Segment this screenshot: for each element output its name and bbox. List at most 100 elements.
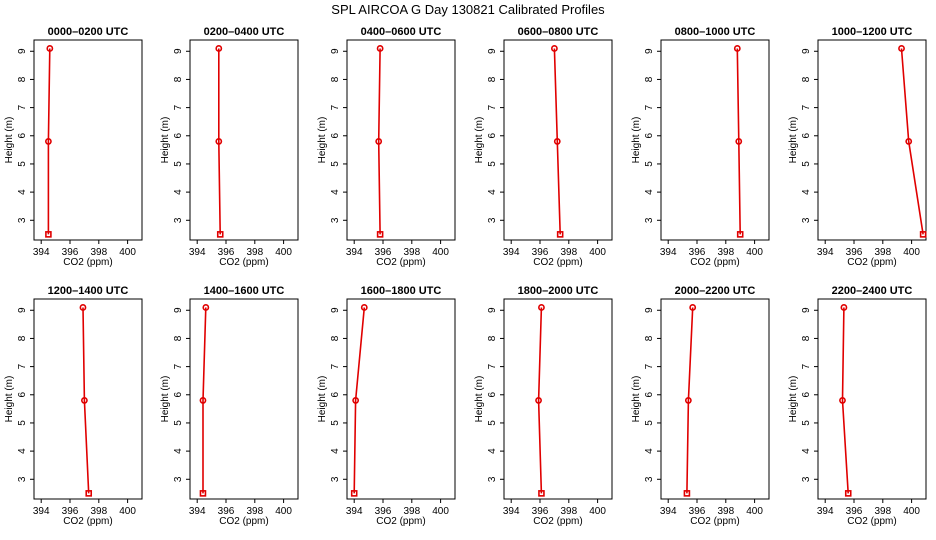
y-tick-label: 3: [330, 217, 341, 223]
plot-frame: [660, 39, 770, 241]
data-point-marker: [839, 397, 846, 404]
y-tick-label: 6: [173, 392, 184, 398]
profile-panel: 1600–1800 UTC 394 396 398 400 3 4 5 6 7 8 9 CO2 (ppm…: [317, 285, 456, 527]
x-tick-label: 400: [746, 247, 763, 258]
y-tick-label: 5: [173, 420, 184, 426]
x-tick-label: 398: [90, 506, 107, 517]
data-point-marker: [551, 45, 558, 52]
data-point-marker: [553, 138, 561, 145]
panel-title: 0600–0800 UTC: [518, 26, 599, 38]
y-tick-label: 8: [644, 76, 655, 82]
x-tick-label: 396: [62, 506, 79, 517]
x-axis-label: CO2 (ppm): [219, 516, 268, 527]
x-tick-label: 396: [532, 506, 549, 517]
x-tick-label: 400: [275, 506, 292, 517]
x-tick-label: 396: [375, 506, 392, 517]
y-tick-label: 7: [173, 363, 184, 369]
x-axis-label: CO2 (ppm): [847, 257, 896, 268]
profile-line: [47, 48, 51, 235]
y-tick-label: 4: [487, 448, 498, 454]
plot-frame: [189, 298, 299, 500]
y-tick-label: 3: [173, 476, 184, 482]
y-tick-label: 6: [801, 392, 812, 398]
profile-panel: 0400–0600 UTC 394 396 398 400 3 4 5 6 7 8 9 CO2 (ppm…: [317, 26, 456, 268]
y-tick-label: 3: [644, 476, 655, 482]
profile-line: [736, 48, 741, 235]
data-point-marker: [844, 490, 852, 497]
y-tick-label: 8: [17, 76, 28, 82]
y-tick-label: 6: [487, 392, 498, 398]
data-point-marker: [81, 397, 88, 404]
y-tick-label: 8: [487, 76, 498, 82]
profile-line: [686, 307, 694, 494]
profile-panel: 0600–0800 UTC 394 396 398 400 3 4 5 6 7 8 9 CO2 (ppm…: [474, 26, 613, 268]
plot-frame: [33, 39, 143, 241]
x-tick-label: 394: [33, 247, 50, 258]
x-tick-label: 398: [403, 247, 420, 258]
data-point-marker: [199, 397, 207, 404]
x-axis-label: CO2 (ppm): [376, 257, 425, 268]
y-axis-label: Height (m): [474, 376, 485, 423]
data-point-marker: [45, 231, 52, 238]
y-tick-label: 4: [801, 189, 812, 195]
data-point-marker: [538, 490, 545, 497]
y-tick-label: 9: [644, 307, 655, 313]
profile-panel: 0200–0400 UTC 394 396 398 400 3 4 5 6 7 8 9 CO2 (ppm…: [160, 26, 299, 268]
y-tick-label: 5: [801, 420, 812, 426]
x-tick-label: 396: [689, 247, 706, 258]
profile-panel: 1800–2000 UTC 394 396 398 400 3 4 5 6 7 8 9 CO2 (ppm…: [474, 285, 613, 527]
y-tick-label: 3: [801, 217, 812, 223]
y-tick-label: 3: [173, 217, 184, 223]
y-tick-label: 7: [330, 363, 341, 369]
y-tick-label: 9: [17, 48, 28, 54]
y-tick-label: 8: [173, 76, 184, 82]
data-point-marker: [538, 304, 545, 311]
data-point-marker: [375, 138, 383, 145]
profile-panel: 1000–1200 UTC 394 396 398 400 3 4 5 6 7 8 9 CO2 (ppm…: [788, 26, 927, 268]
data-point-marker: [376, 231, 384, 238]
y-axis-label: Height (m): [317, 376, 328, 423]
y-axis-label: Height (m): [631, 376, 642, 423]
x-tick-label: 398: [246, 506, 263, 517]
profile-panel: 1400–1600 UTC 394 396 398 400 3 4 5 6 7 8 9 CO2 (ppm…: [160, 285, 299, 527]
plot-frame: [189, 39, 299, 241]
plot-frame: [503, 39, 613, 241]
x-tick-label: 398: [560, 247, 577, 258]
y-tick-label: 6: [173, 133, 184, 139]
y-tick-label: 8: [801, 76, 812, 82]
y-tick-label: 7: [801, 363, 812, 369]
plot-frame: [503, 298, 613, 500]
data-point-marker: [350, 490, 358, 497]
y-tick-label: 7: [17, 363, 28, 369]
x-axis-label: CO2 (ppm): [533, 516, 582, 527]
data-point-marker: [684, 397, 692, 404]
y-tick-label: 4: [801, 448, 812, 454]
y-axis-label: Height (m): [4, 117, 15, 164]
y-tick-label: 5: [487, 420, 498, 426]
data-point-marker: [45, 138, 52, 145]
plot-frame: [346, 298, 456, 500]
y-tick-label: 6: [17, 392, 28, 398]
plot-frame: [33, 298, 143, 500]
panel-title: 2200–2400 UTC: [832, 285, 913, 297]
y-tick-label: 5: [644, 420, 655, 426]
x-tick-label: 400: [275, 247, 292, 258]
x-tick-label: 400: [589, 506, 606, 517]
x-tick-label: 398: [403, 506, 420, 517]
y-tick-label: 8: [330, 76, 341, 82]
y-tick-label: 9: [487, 48, 498, 54]
y-tick-label: 5: [17, 420, 28, 426]
y-tick-label: 4: [17, 189, 28, 195]
plot-frame: [660, 298, 770, 500]
y-tick-label: 7: [644, 363, 655, 369]
x-axis-label: CO2 (ppm): [63, 257, 112, 268]
y-axis-label: Height (m): [4, 376, 15, 423]
x-tick-label: 398: [717, 506, 734, 517]
y-tick-label: 7: [801, 104, 812, 110]
y-tick-label: 4: [173, 448, 184, 454]
y-tick-label: 5: [173, 161, 184, 167]
profile-line: [537, 307, 543, 494]
y-tick-label: 3: [801, 476, 812, 482]
y-tick-label: 7: [17, 104, 28, 110]
data-point-marker: [352, 397, 360, 404]
